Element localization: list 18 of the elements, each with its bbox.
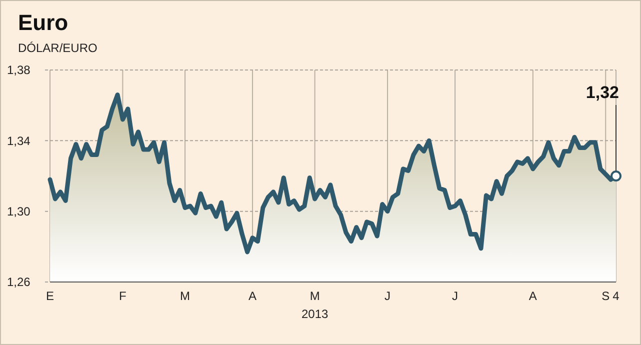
annotation: 1,32 [586,83,619,102]
chart-subtitle: DÓLAR/EURO [18,41,98,55]
x-axis-title: 2013 [301,307,328,321]
y-tick-label: 1,26 [7,275,31,290]
y-tick-label: 1,38 [7,63,31,78]
x-tick-label: S [602,289,610,303]
y-tick-label: 1,34 [7,134,31,148]
x-tick-label: E [46,289,54,303]
x-tick-label: F [119,289,126,303]
x-tick-label: A [248,289,257,303]
x-tick-label: A [528,289,537,303]
x-tick-label: M [310,289,320,303]
chart-title: Euro [18,10,68,35]
x-tick-label: J [384,289,391,303]
x-tick-label: 4 [612,289,620,303]
x-tick-label: J [452,289,458,303]
y-tick-label: 1,30 [7,204,31,219]
x-tick-label: M [180,289,190,303]
